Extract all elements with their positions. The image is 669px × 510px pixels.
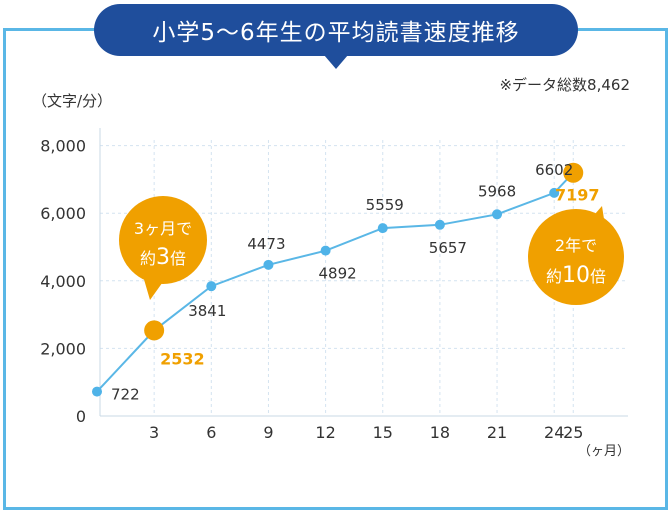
- data-point: [434, 219, 445, 230]
- callout-line2: 約10倍: [546, 263, 606, 288]
- x-axis-unit: （ヶ月）: [578, 444, 630, 459]
- x-tick-label: 18: [430, 423, 450, 442]
- data-point: [549, 187, 560, 198]
- x-tick-label: 9: [263, 423, 273, 442]
- callout-bubble: [528, 209, 624, 305]
- data-count-note: ※データ総数8,462: [499, 76, 630, 94]
- callout-line1: 2年で: [555, 236, 597, 255]
- data-label: 5657: [429, 239, 467, 257]
- x-tick-label: 3: [149, 423, 159, 442]
- data-point: [377, 223, 388, 234]
- x-tick-label: 15: [373, 423, 393, 442]
- x-tick-label: 6: [206, 423, 216, 442]
- highlight-point: [144, 320, 165, 341]
- data-label: 4473: [247, 235, 285, 253]
- data-points: [92, 162, 584, 397]
- data-label: 722: [111, 386, 140, 404]
- callout-2-years: 2年で 約10倍: [528, 206, 624, 305]
- callout-suffix: 倍: [590, 267, 606, 286]
- x-tick-label: 12: [315, 423, 335, 442]
- y-tick-label: 0: [76, 407, 86, 426]
- callout-number: 3: [156, 245, 170, 270]
- x-tick-label: 25: [563, 423, 583, 442]
- data-labels: 722 2532 3841 4473 4892 5559 5657 5968 6602 7197: [111, 161, 600, 404]
- data-label: 5559: [366, 196, 404, 214]
- data-label: 5968: [478, 182, 516, 200]
- data-point: [263, 259, 274, 270]
- chart-title: 小学5〜6年生の平均読書速度推移: [94, 4, 578, 56]
- callout-suffix: 倍: [170, 249, 186, 268]
- series-line: [96, 172, 575, 393]
- y-tick-label: 8,000: [40, 137, 86, 156]
- callout-prefix: 約: [546, 267, 562, 286]
- series-line-layer: [96, 172, 575, 393]
- y-tick-label: 6,000: [40, 204, 86, 223]
- y-tick-label: 2,000: [40, 339, 86, 358]
- data-point: [206, 281, 217, 292]
- callout-bubble: [119, 196, 207, 284]
- callout-number: 10: [562, 263, 590, 288]
- x-tick-label: 24: [544, 423, 564, 442]
- title-pointer: [324, 55, 348, 69]
- data-label: 6602: [535, 161, 573, 179]
- highlight-data-label: 2532: [160, 349, 205, 368]
- y-tick-label: 4,000: [40, 272, 86, 291]
- data-label: 3841: [188, 302, 226, 320]
- callout-3-months: 3ヶ月で 約3倍: [119, 196, 207, 300]
- data-point: [92, 386, 102, 397]
- x-tick-label: 21: [487, 423, 507, 442]
- highlight-data-label: 7197: [555, 186, 600, 205]
- data-point: [320, 245, 331, 256]
- data-point: [492, 209, 503, 220]
- data-label: 4892: [319, 265, 357, 283]
- highlight-point: [563, 162, 584, 183]
- callout-prefix: 約: [140, 249, 156, 268]
- callout-line1: 3ヶ月で: [134, 219, 192, 238]
- callout-line2: 約3倍: [140, 245, 186, 270]
- y-axis-label: （文字/分）: [32, 92, 112, 110]
